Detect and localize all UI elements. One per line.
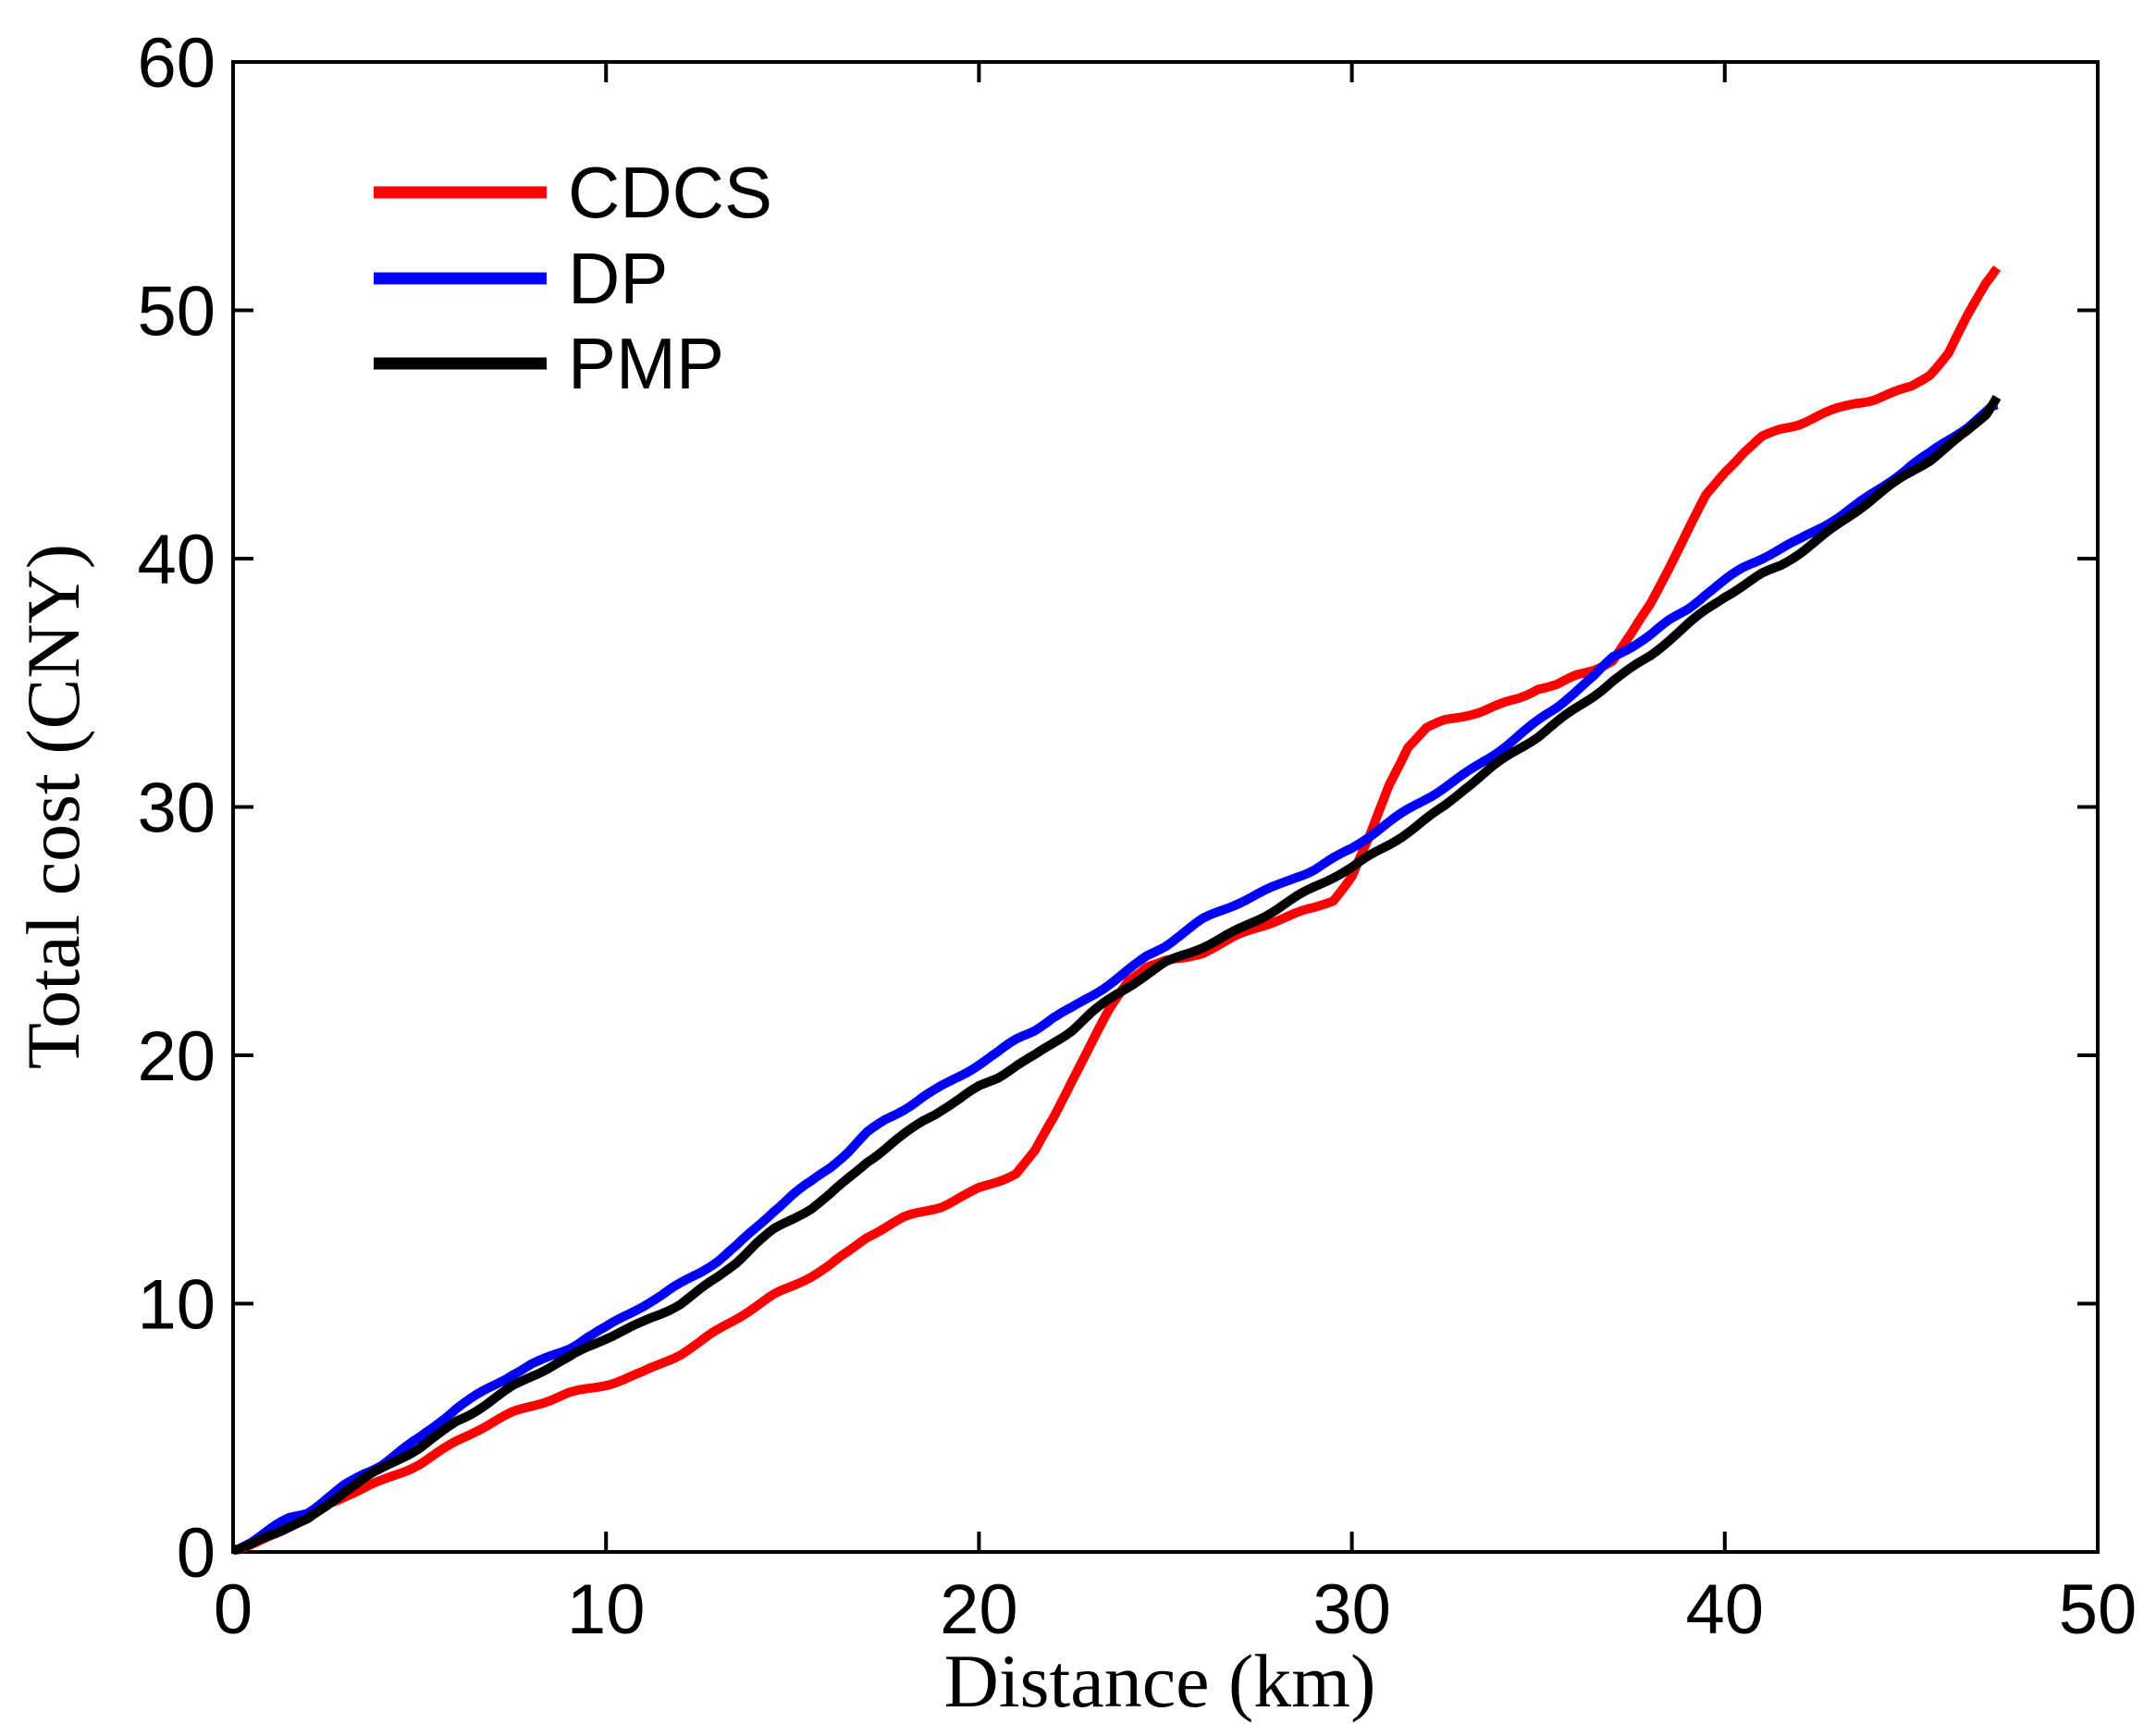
series-line-cdcs — [232, 265, 2002, 1555]
legend: CDCS DP PMP — [374, 152, 772, 404]
x-tick-label: 30 — [1312, 1570, 1391, 1649]
x-tick-label: 50 — [2059, 1570, 2138, 1649]
y-tick-label: 60 — [137, 24, 216, 103]
legend-label-cdcs: CDCS — [568, 152, 772, 233]
x-axis-label: Distance (km) — [944, 1639, 1376, 1723]
y-tick-label: 10 — [137, 1266, 216, 1345]
y-tick-label: 40 — [137, 521, 216, 599]
axis-ticks — [231, 60, 2100, 1554]
legend-label-pmp: PMP — [568, 323, 724, 404]
x-tick-label: 20 — [940, 1570, 1018, 1649]
x-tick-label: 0 — [214, 1570, 253, 1649]
y-tick-label: 0 — [177, 1514, 216, 1593]
legend-label-dp: DP — [568, 238, 668, 319]
y-tick-label: 30 — [137, 770, 216, 848]
y-tick-label: 50 — [137, 273, 216, 351]
axis-tick-labels: 0 10 20 30 40 50 0 10 20 30 40 50 60 — [137, 24, 2137, 1649]
x-tick-label: 10 — [567, 1570, 646, 1649]
y-tick-label: 20 — [137, 1017, 216, 1096]
series-line-dp — [231, 400, 1999, 1555]
series-line-pmp — [232, 394, 2002, 1555]
x-tick-label: 40 — [1686, 1570, 1765, 1649]
series-lines — [231, 265, 2002, 1555]
y-axis-label: Total cost (CNY) — [11, 544, 95, 1069]
plot-border — [231, 60, 2100, 1554]
